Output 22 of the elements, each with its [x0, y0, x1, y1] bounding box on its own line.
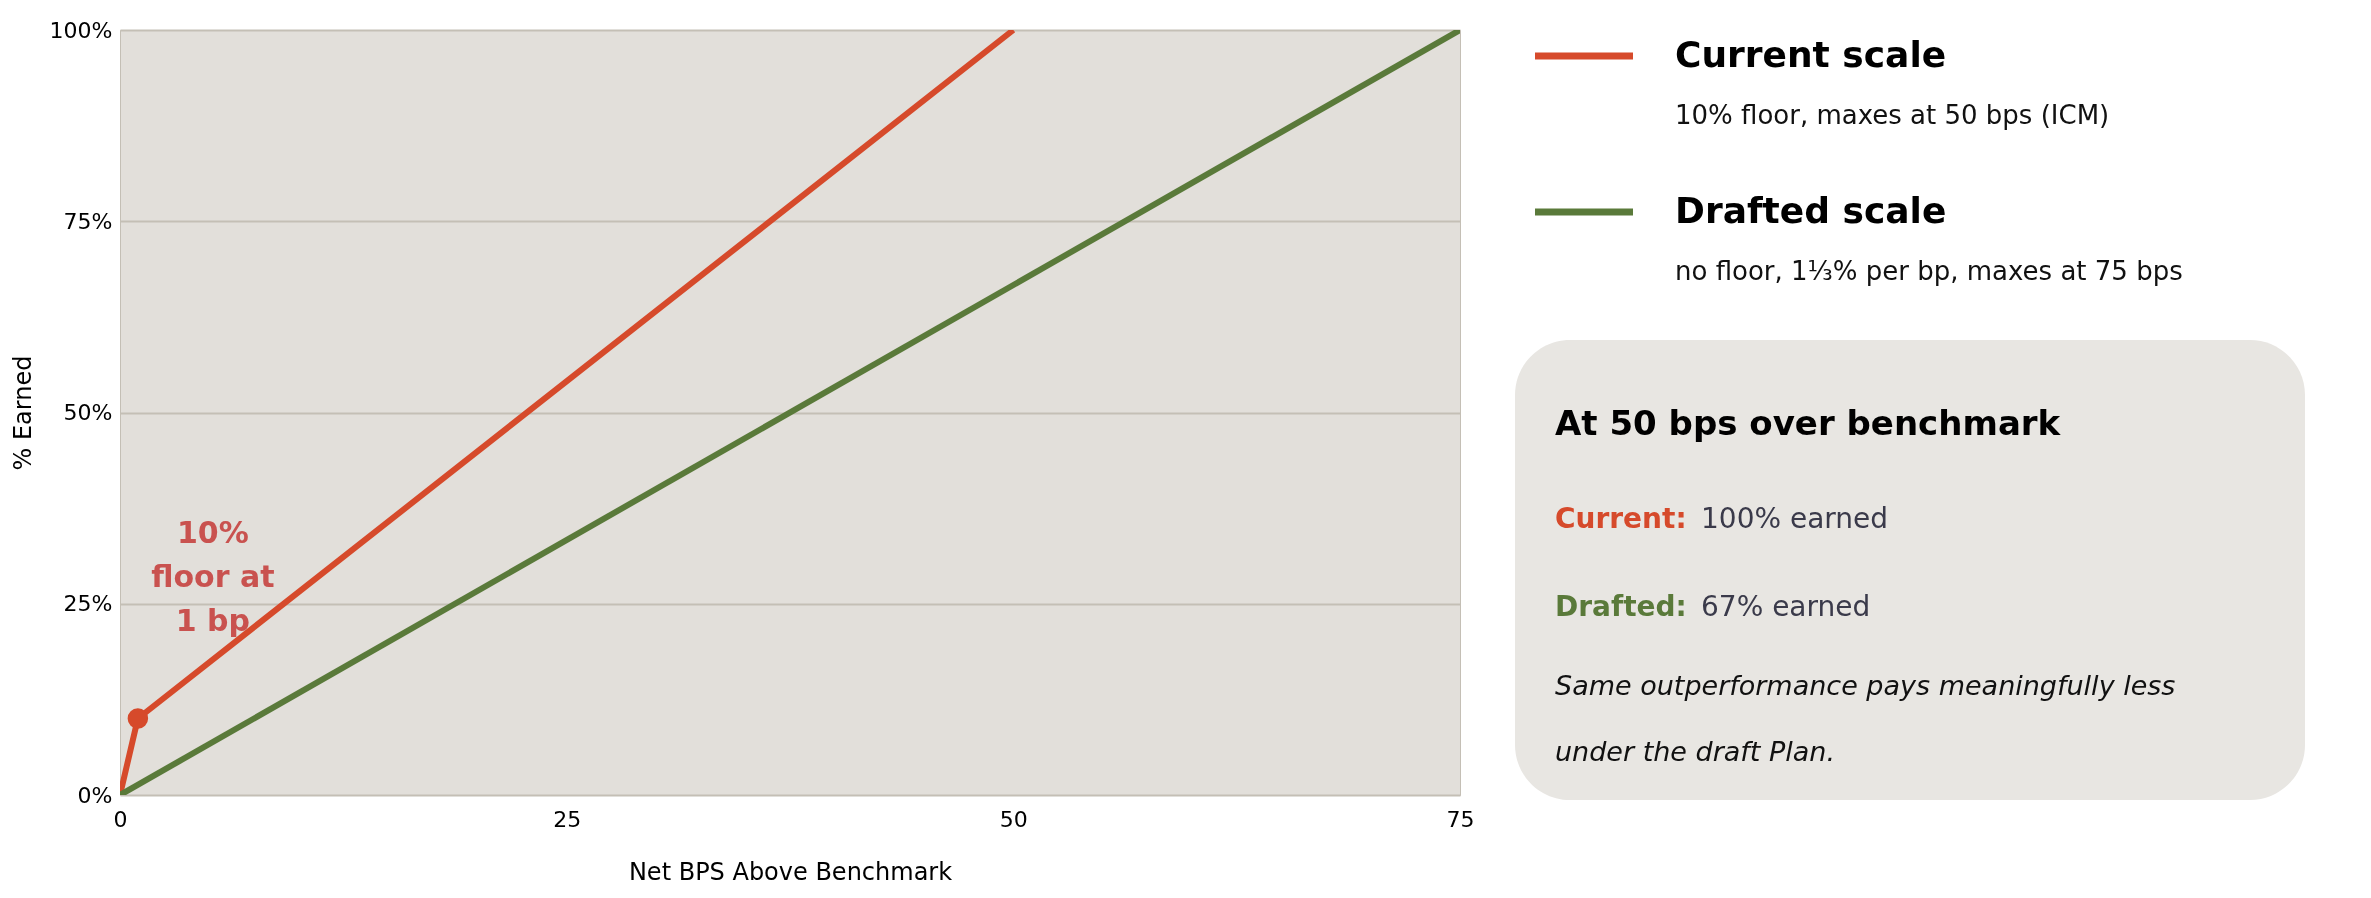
text: 100% earned — [1701, 502, 1889, 535]
annotation: 10% floor at 1 bp — [151, 514, 275, 638]
x-tick-label: 25 — [553, 806, 582, 832]
y-tick-label: 50% — [63, 400, 113, 425]
text: 10% floor, maxes at 50 bps (ICM) — [1675, 100, 2110, 130]
text: Drafted: — [1555, 590, 1687, 623]
x-tick-label: 75 — [1446, 806, 1475, 832]
legend-label: Drafted scale — [1675, 190, 1947, 231]
text: no floor, 1⅓% per bp, maxes at 75 bps — [1675, 256, 2183, 286]
y-tick-label: 25% — [63, 591, 113, 617]
x-axis-title: Net BPS Above Benchmark — [628, 857, 953, 886]
y-tick-label: 0% — [77, 782, 113, 808]
x-tick-label: 50 — [999, 806, 1028, 832]
text: 67% earned — [1701, 590, 1871, 623]
y-tick-label: 75% — [63, 208, 113, 234]
text: Same outperformance pays meaningfully less under the draft Plan. — [1555, 670, 2176, 767]
y-axis-title: % Earned — [8, 355, 37, 471]
legend-label: Current scale — [1675, 34, 1947, 75]
y-tick-label: 100% — [49, 17, 113, 43]
text: Current: — [1555, 502, 1687, 535]
text: At 50 bps over benchmark — [1555, 403, 2062, 443]
x-tick-label: 0 — [113, 806, 128, 832]
